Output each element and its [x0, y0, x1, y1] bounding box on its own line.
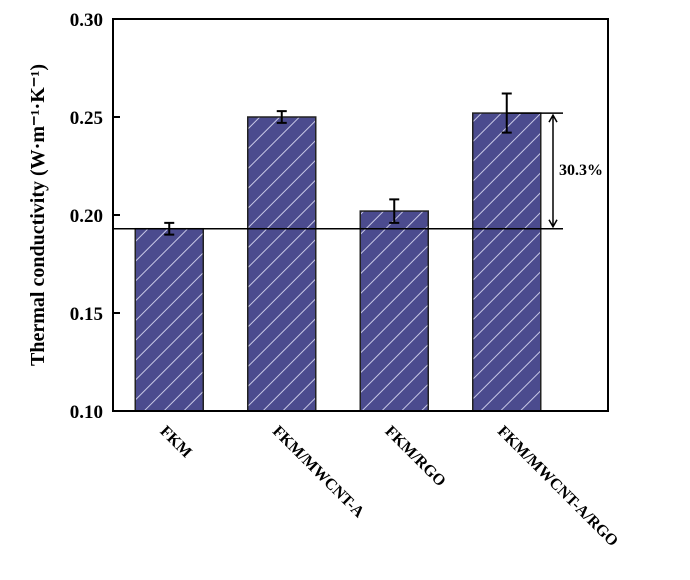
error-bar [276, 110, 287, 124]
y-tick-label: 0.15 [70, 304, 103, 325]
x-tick-label: FKM/MWCNT-A/RGO [494, 423, 621, 550]
error-bar [389, 198, 400, 224]
bar [472, 112, 542, 412]
x-tick-label: FKM/RGO [381, 423, 448, 490]
y-axis-label: Thermal conductivity (W·m⁻¹·K⁻¹) [27, 64, 49, 366]
x-tick-label: FKM/MWCNT-A [269, 423, 368, 522]
x-tick-label: FKM [156, 423, 194, 461]
y-tick-label: 0.30 [70, 10, 103, 31]
plot-frame [112, 18, 609, 412]
y-tick-label: 0.10 [70, 402, 103, 423]
annotation-arrow [548, 113, 558, 229]
bar [134, 227, 204, 412]
bar [359, 210, 429, 412]
annotation: 30.3% [559, 162, 603, 179]
bar [247, 116, 317, 412]
y-tick-label: 0.25 [70, 108, 103, 129]
y-tick-label: 0.20 [70, 206, 103, 227]
